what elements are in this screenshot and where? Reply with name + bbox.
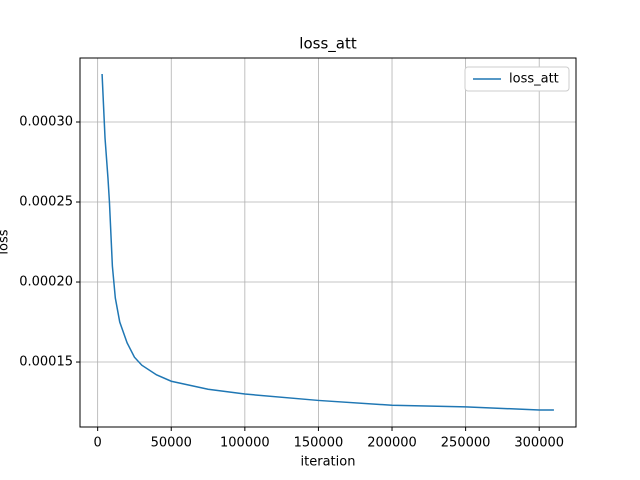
line-series <box>101 73 554 411</box>
x-tick-label: 100000 <box>220 436 270 451</box>
x-tick-label: 50000 <box>151 436 192 451</box>
plot-frame <box>79 57 577 428</box>
x-tick-label: 0 <box>94 436 102 451</box>
x-tick-label: 250000 <box>441 436 491 451</box>
y-tick-label: 0.00020 <box>19 275 73 290</box>
x-tick-label: 200000 <box>367 436 417 451</box>
chart-title: loss_att <box>299 35 357 54</box>
x-tick-label: 150000 <box>294 436 344 451</box>
legend-box <box>464 66 570 92</box>
y-tick-label: 0.00030 <box>19 115 73 130</box>
x-axis-label: iteration <box>301 455 356 470</box>
legend-label: loss_att <box>509 72 559 87</box>
y-axis-label: loss <box>0 229 12 254</box>
x-tick-label: 300000 <box>514 436 564 451</box>
y-tick-label: 0.00015 <box>19 355 73 370</box>
y-tick-label: 0.00025 <box>19 195 73 210</box>
